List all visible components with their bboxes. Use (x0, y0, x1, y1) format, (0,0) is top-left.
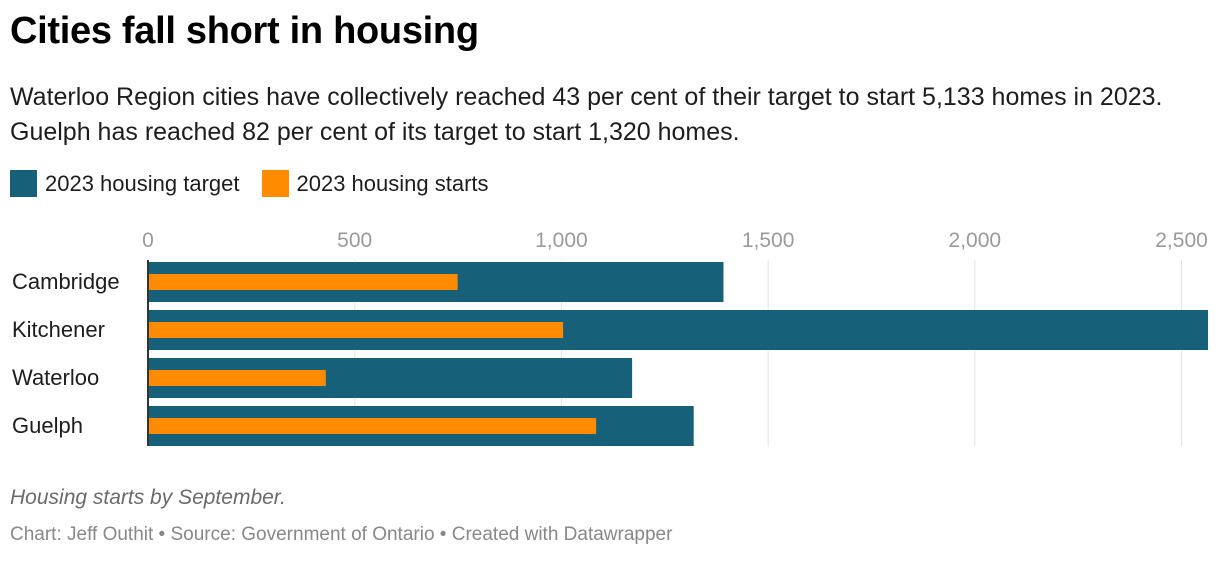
legend-label-target: 2023 housing target (45, 170, 240, 196)
legend-swatch-starts (261, 170, 289, 197)
legend-label-starts: 2023 housing starts (296, 170, 489, 196)
category-label: Cambridge (12, 269, 120, 294)
legend-item-target: 2023 housing target (10, 170, 240, 197)
bar-starts (148, 274, 458, 290)
category-label: Waterloo (12, 365, 99, 390)
footer-chart-credit: Chart: Jeff Outhit (10, 524, 154, 545)
footer-source: Source: Government of Ontario (170, 524, 435, 545)
chart-subtitle: Waterloo Region cities have collectively… (10, 83, 1163, 146)
category-label: Kitchener (12, 317, 105, 342)
footer-separator-1: • (153, 524, 171, 545)
x-tick-label: 2,000 (949, 229, 1002, 252)
x-tick-label: 2,500 (1155, 229, 1208, 252)
legend: 2023 housing target 2023 housing starts (10, 170, 511, 197)
bar-chart: 0 500 1,000 1,500 2,000 2,500 Cambridge Kitchen… (12, 229, 1208, 446)
x-tick-label: 0 (142, 229, 154, 252)
bar-starts (148, 418, 597, 434)
bar-starts (148, 370, 326, 386)
x-tick-label: 1,000 (535, 229, 588, 252)
footer-separator-2: • (434, 524, 452, 545)
chart-footer: Chart: Jeff Outhit • Source: Government … (10, 524, 672, 546)
legend-swatch-target (10, 170, 37, 197)
bar-starts (148, 322, 564, 338)
category-label: Guelph (12, 413, 83, 438)
x-tick-label: 500 (337, 229, 372, 252)
legend-item-starts: 2023 housing starts (261, 170, 489, 197)
footer-created-with: Created with Datawrapper (451, 524, 673, 545)
chart-title: Cities fall short in housing (10, 10, 479, 52)
x-tick-label: 1,500 (742, 229, 795, 252)
chart-note: Housing starts by September. (10, 486, 286, 509)
